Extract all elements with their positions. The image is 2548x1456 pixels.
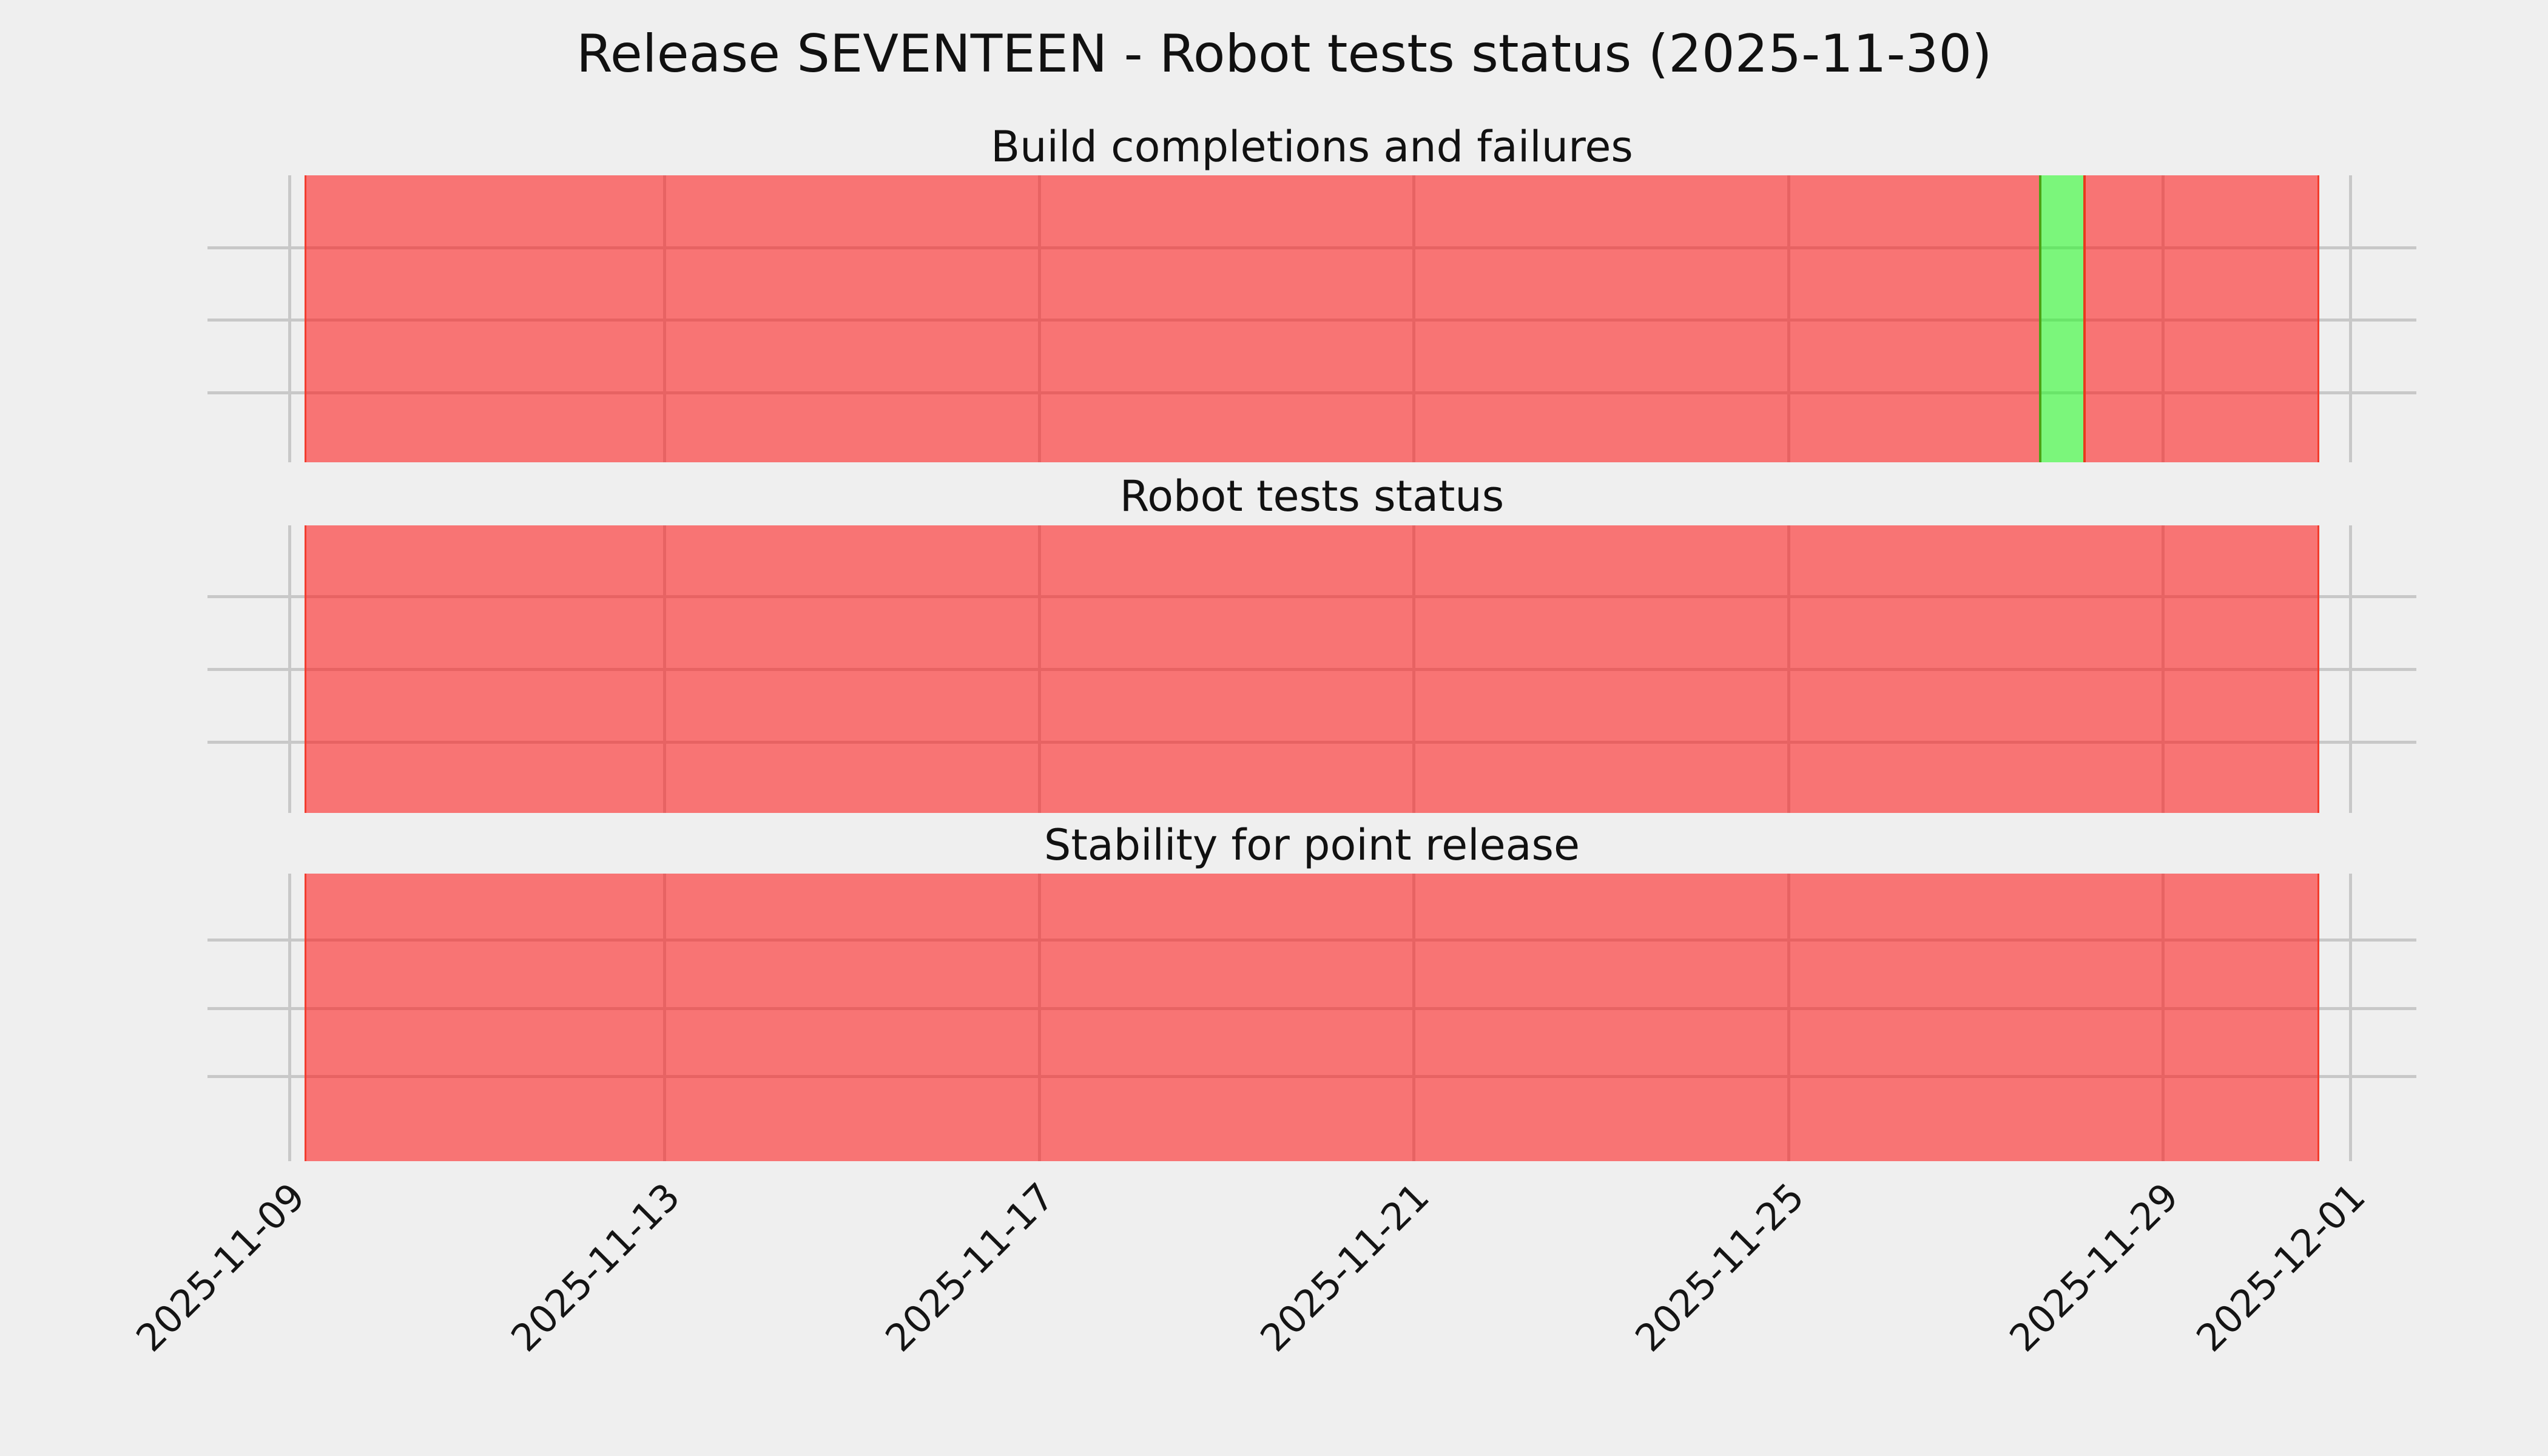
status-band-success — [2039, 175, 2086, 462]
subplot-2: Robot tests status — [207, 474, 2416, 813]
bar-layer — [207, 874, 2416, 1161]
status-band-failure — [304, 175, 2040, 462]
x-gridline — [2348, 874, 2352, 1161]
x-tick-label: 2025-11-29 — [2000, 1174, 2187, 1361]
status-band-failure — [304, 874, 2320, 1161]
status-band-failure — [2085, 175, 2320, 462]
x-tick-label: 2025-11-09 — [127, 1174, 314, 1361]
x-tick-label: 2025-11-21 — [1252, 1174, 1438, 1361]
status-band-failure — [304, 525, 2320, 813]
subplot-title: Stability for point release — [1043, 820, 1580, 870]
x-gridline — [288, 874, 292, 1161]
figure-suptitle: Release SEVENTEEN - Robot tests status (… — [576, 24, 1992, 84]
bar-layer — [207, 175, 2416, 462]
bar-layer — [207, 525, 2416, 813]
subplot-title: Build completions and failures — [991, 121, 1633, 172]
x-tick-label: 2025-11-13 — [502, 1174, 689, 1361]
x-tick-label: 2025-11-17 — [877, 1174, 1063, 1361]
subplot-1: Build completions and failures — [207, 124, 2416, 462]
subplot-3: Stability for point release 2025-11-09 202… — [127, 823, 2416, 1360]
x-tick-label: 2025-12-01 — [2188, 1174, 2374, 1361]
subplot-title: Robot tests status — [1119, 471, 1505, 522]
x-tick-label: 2025-11-25 — [1626, 1174, 1813, 1361]
